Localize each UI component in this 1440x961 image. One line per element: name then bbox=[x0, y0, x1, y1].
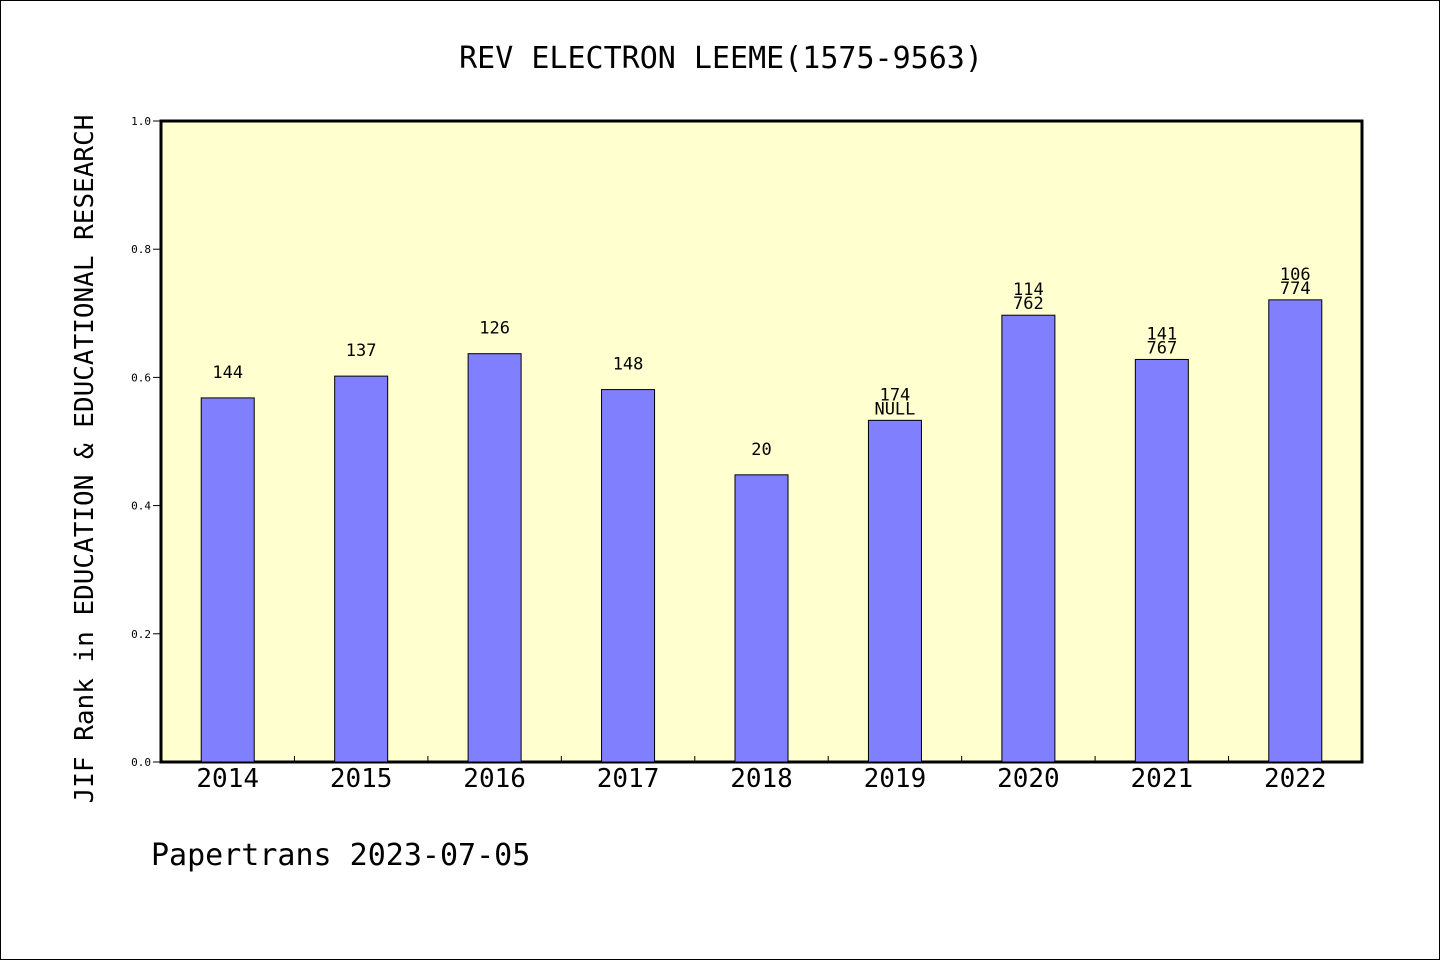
data-label-2014: 144 bbox=[212, 363, 243, 383]
data-label-2021-line-2: 767 bbox=[1146, 338, 1177, 358]
x-tick-label-2021: 2021 bbox=[1131, 764, 1194, 794]
bar-2017 bbox=[601, 389, 656, 763]
x-axis-ticks: 2014 2015 2016 2017 2018 2019 2020 2021 2022 bbox=[196, 756, 1327, 794]
data-label-2019-line-1: 174 bbox=[880, 385, 911, 405]
footer-credit: Papertrans 2023-07-05 bbox=[151, 838, 530, 873]
data-label-2020-line-2: 762 bbox=[1013, 294, 1044, 314]
y-tick-label: 1.0 bbox=[131, 115, 151, 128]
data-label-2015: 137 bbox=[346, 341, 377, 361]
x-tick-label-2014: 2014 bbox=[196, 764, 259, 794]
chart-title: REV ELECTRON LEEME(1575-9563) bbox=[459, 41, 983, 76]
x-tick-label-2017: 2017 bbox=[597, 764, 660, 794]
y-tick-label: 0.8 bbox=[131, 243, 151, 256]
bar-2016 bbox=[467, 353, 522, 763]
bars-layer bbox=[200, 299, 1323, 763]
data-label-2022-line-1: 106 bbox=[1280, 265, 1311, 285]
x-tick-label-2019: 2019 bbox=[864, 764, 927, 794]
bar-2022 bbox=[1268, 299, 1323, 763]
bar-2014 bbox=[200, 397, 255, 763]
data-label-2016: 126 bbox=[479, 319, 510, 339]
x-tick-label-2015: 2015 bbox=[330, 764, 393, 794]
y-tick-label: 0.2 bbox=[131, 628, 151, 641]
bar-2019 bbox=[867, 419, 922, 763]
data-label-2022-line-2: 774 bbox=[1280, 279, 1311, 299]
data-label-2020-line-1: 114 bbox=[1013, 280, 1044, 300]
bar-2020 bbox=[1001, 314, 1056, 763]
data-label-2019-line-2: NULL bbox=[874, 399, 915, 419]
bar-2021 bbox=[1134, 358, 1189, 763]
data-label-2021-line-1: 141 bbox=[1146, 324, 1177, 344]
y-axis-ticks: 0.0 0.2 0.4 0.6 0.8 1.0 bbox=[131, 115, 161, 769]
x-tick-label-2018: 2018 bbox=[730, 764, 793, 794]
data-label-2017: 148 bbox=[613, 355, 644, 375]
x-tick-label-2016: 2016 bbox=[463, 764, 526, 794]
x-tick-label-2020: 2020 bbox=[997, 764, 1060, 794]
data-label-2018: 20 bbox=[751, 440, 771, 460]
bar-2015 bbox=[334, 375, 389, 763]
y-axis-label: JIF Rank in EDUCATION & EDUCATIONAL RESE… bbox=[70, 115, 100, 804]
y-tick-label: 0.4 bbox=[131, 500, 151, 513]
x-tick-label-2022: 2022 bbox=[1264, 764, 1327, 794]
y-tick-label: 0.6 bbox=[131, 371, 151, 384]
y-tick-label: 0.0 bbox=[131, 756, 151, 769]
bar-2018 bbox=[734, 474, 789, 763]
